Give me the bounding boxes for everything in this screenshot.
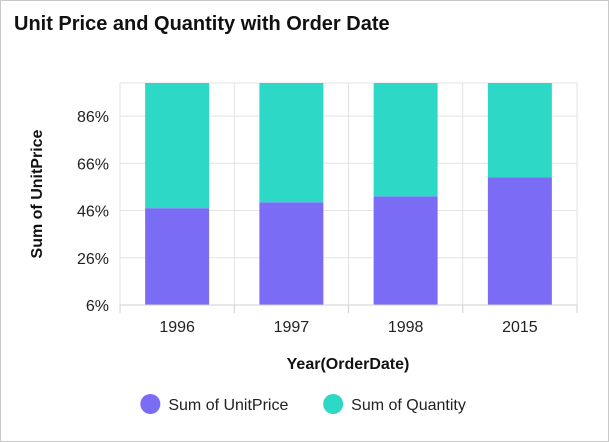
bar-quantity-2015[interactable] xyxy=(487,83,552,178)
bar-unitprice-1996[interactable] xyxy=(145,208,210,305)
legend: Sum of UnitPrice Sum of Quantity xyxy=(140,394,466,414)
x-tick-label: 2015 xyxy=(502,319,538,336)
x-tick-label: 1998 xyxy=(388,319,424,336)
bars-group xyxy=(145,83,552,305)
bar-unitprice-1997[interactable] xyxy=(259,202,324,305)
x-tick-label: 1997 xyxy=(274,319,310,336)
bar-quantity-1998[interactable] xyxy=(373,83,438,197)
y-axis-title: Sum of UnitPrice xyxy=(29,129,46,258)
legend-marker-icon[interactable] xyxy=(140,394,161,414)
y-tick-label: 6% xyxy=(86,298,109,315)
y-tick-label: 86% xyxy=(77,109,109,126)
chart-title: Unit Price and Quantity with Order Date xyxy=(14,13,390,35)
y-tick-label: 26% xyxy=(77,251,109,268)
bar-quantity-1997[interactable] xyxy=(259,83,324,203)
bar-unitprice-1998[interactable] xyxy=(373,196,438,305)
bar-unitprice-2015[interactable] xyxy=(487,177,552,305)
y-tick-label: 46% xyxy=(77,204,109,221)
x-tick-label: 1996 xyxy=(159,319,195,336)
bar-quantity-1996[interactable] xyxy=(145,83,210,209)
legend-marker-icon[interactable] xyxy=(323,394,344,414)
legend-label[interactable]: Sum of Quantity xyxy=(351,397,466,414)
axes-group: 6% 26% 46% 66% 86% 1996 1997 1998 2015 xyxy=(77,109,578,336)
y-tick-label: 66% xyxy=(77,156,109,173)
legend-label[interactable]: Sum of UnitPrice xyxy=(168,397,288,414)
x-axis-title: Year(OrderDate) xyxy=(287,356,410,373)
